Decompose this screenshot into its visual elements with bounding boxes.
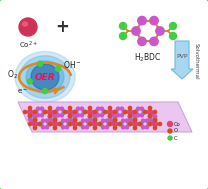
Circle shape	[97, 114, 100, 117]
Circle shape	[53, 110, 57, 114]
Circle shape	[138, 16, 146, 25]
Circle shape	[120, 122, 123, 126]
Circle shape	[98, 122, 102, 126]
Ellipse shape	[20, 56, 70, 98]
Circle shape	[154, 115, 157, 118]
Circle shape	[23, 110, 27, 114]
Circle shape	[111, 119, 114, 123]
Circle shape	[114, 118, 117, 121]
Polygon shape	[18, 102, 192, 132]
Circle shape	[100, 107, 104, 110]
Text: C: C	[174, 136, 178, 140]
Circle shape	[91, 113, 94, 117]
Circle shape	[28, 114, 32, 118]
Circle shape	[136, 107, 140, 110]
Circle shape	[53, 118, 57, 121]
Circle shape	[127, 122, 130, 126]
Circle shape	[133, 118, 137, 122]
Circle shape	[42, 110, 45, 114]
Circle shape	[141, 126, 145, 129]
Circle shape	[36, 107, 40, 110]
Circle shape	[88, 118, 92, 121]
Circle shape	[60, 122, 63, 126]
Circle shape	[148, 118, 151, 121]
Text: Co$^{2+}$: Co$^{2+}$	[19, 40, 37, 51]
Circle shape	[128, 118, 131, 121]
Circle shape	[73, 126, 77, 130]
Circle shape	[71, 119, 74, 123]
Circle shape	[38, 122, 42, 126]
Text: +: +	[55, 18, 69, 36]
Circle shape	[97, 107, 100, 110]
Circle shape	[113, 126, 117, 130]
Circle shape	[88, 122, 92, 126]
Circle shape	[93, 126, 97, 130]
Circle shape	[148, 114, 152, 118]
Circle shape	[88, 115, 92, 118]
Circle shape	[138, 122, 142, 126]
Circle shape	[113, 110, 117, 114]
Circle shape	[116, 114, 120, 117]
Circle shape	[100, 122, 103, 126]
Circle shape	[148, 106, 152, 110]
Circle shape	[78, 122, 82, 126]
Circle shape	[140, 122, 143, 126]
Text: Solvothermal: Solvothermal	[194, 43, 199, 79]
Circle shape	[40, 107, 43, 110]
Circle shape	[85, 126, 88, 129]
Text: OER: OER	[35, 73, 55, 81]
Circle shape	[80, 107, 83, 110]
Circle shape	[122, 110, 125, 114]
Circle shape	[68, 122, 72, 126]
Circle shape	[62, 110, 65, 114]
Circle shape	[68, 114, 72, 118]
Circle shape	[125, 119, 129, 122]
Circle shape	[108, 122, 112, 126]
Circle shape	[133, 110, 137, 114]
Circle shape	[103, 110, 106, 114]
Circle shape	[120, 107, 124, 110]
Circle shape	[27, 79, 32, 84]
Circle shape	[47, 122, 50, 126]
Circle shape	[42, 126, 45, 129]
Circle shape	[116, 107, 120, 110]
Circle shape	[42, 88, 47, 94]
Circle shape	[102, 110, 105, 114]
Circle shape	[58, 122, 62, 126]
Circle shape	[88, 109, 93, 115]
Circle shape	[71, 113, 74, 117]
Circle shape	[148, 122, 152, 126]
Circle shape	[80, 122, 83, 126]
Circle shape	[45, 126, 48, 129]
Circle shape	[120, 22, 126, 29]
Circle shape	[123, 110, 127, 114]
Circle shape	[114, 115, 117, 118]
Circle shape	[73, 118, 77, 122]
Circle shape	[118, 122, 122, 126]
Circle shape	[51, 113, 54, 117]
Circle shape	[73, 118, 77, 121]
Circle shape	[111, 113, 114, 117]
Circle shape	[145, 119, 149, 122]
Circle shape	[68, 122, 72, 126]
Circle shape	[54, 110, 58, 114]
Circle shape	[88, 106, 92, 110]
Circle shape	[62, 119, 65, 122]
Circle shape	[33, 118, 37, 122]
Circle shape	[94, 118, 97, 121]
Circle shape	[154, 118, 157, 122]
Circle shape	[147, 122, 150, 126]
Circle shape	[42, 119, 45, 122]
Circle shape	[31, 113, 34, 117]
Circle shape	[120, 114, 124, 117]
Circle shape	[77, 107, 80, 110]
Circle shape	[100, 114, 104, 117]
Circle shape	[147, 109, 152, 115]
Circle shape	[67, 122, 70, 126]
Circle shape	[65, 119, 68, 122]
Circle shape	[48, 122, 52, 126]
Circle shape	[35, 110, 38, 114]
Text: PVP: PVP	[176, 54, 188, 60]
Circle shape	[138, 37, 146, 46]
